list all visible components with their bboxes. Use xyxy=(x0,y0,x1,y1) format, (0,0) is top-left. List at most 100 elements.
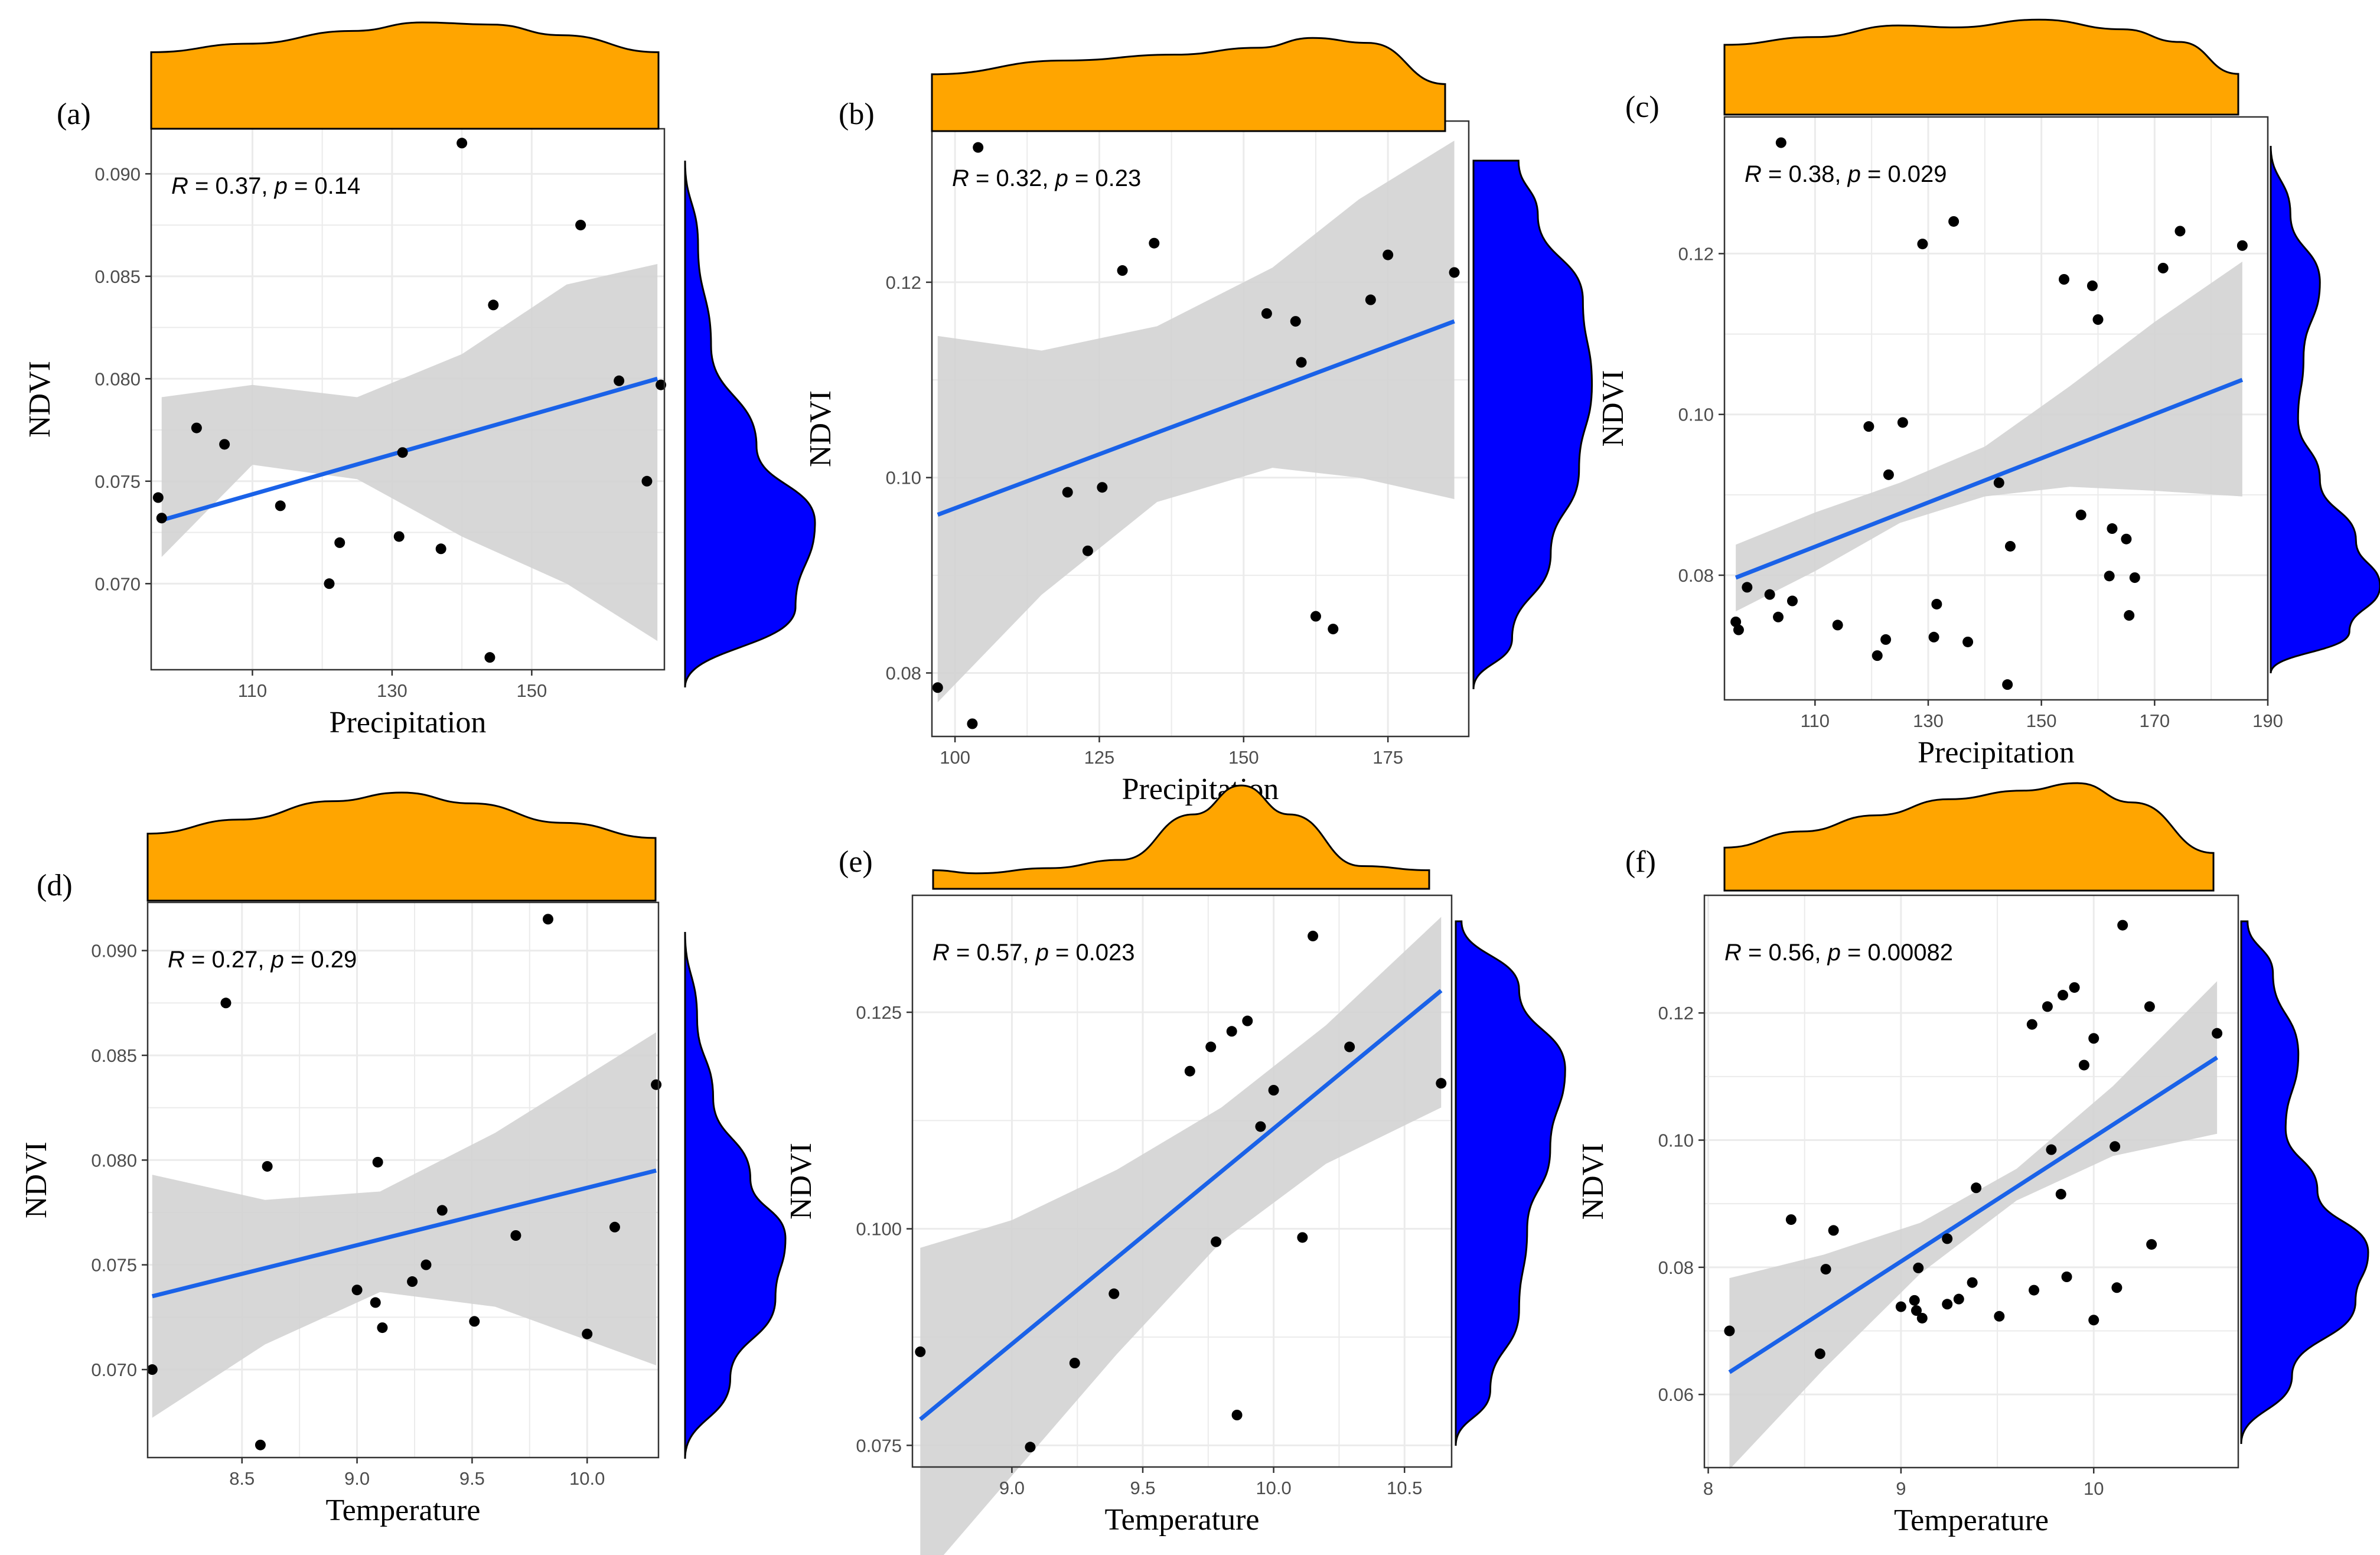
y-axis-title: NDVI xyxy=(19,1142,53,1218)
data-point xyxy=(1785,1214,1797,1225)
y-axis-title: NDVI xyxy=(1576,1143,1610,1220)
stat-r-eq: = xyxy=(1762,161,1789,187)
data-point xyxy=(1942,1233,1953,1244)
x-tick-label: 9.0 xyxy=(999,1478,1025,1498)
confidence-band xyxy=(1729,981,2218,1470)
data-point xyxy=(2174,226,2186,237)
data-point xyxy=(370,1297,381,1308)
x-tick-label: 190 xyxy=(2252,710,2283,731)
data-point xyxy=(1069,1358,1080,1368)
data-point xyxy=(262,1160,273,1172)
data-point xyxy=(2117,920,2128,931)
panel-border xyxy=(1703,894,2239,1469)
panel-label: (a) xyxy=(57,97,91,131)
data-point xyxy=(1773,611,1784,622)
stat-r-value: 0.38 xyxy=(1788,161,1834,187)
chart-panel-2: 100 125 150 1750.080.100.12PrecipitationNDV… xyxy=(804,37,1593,806)
data-point xyxy=(2111,1282,2123,1293)
data-point xyxy=(2212,1028,2223,1039)
confidence-band xyxy=(937,141,1455,703)
data-point xyxy=(609,1221,620,1233)
stat-p-symbol: p xyxy=(1055,165,1068,191)
chart-panel-6: 8 9 10 0.06 0.08 0.10 0.12 Temperature NDVI (f) R … xyxy=(1576,782,2369,1537)
y-tick-label: 0.080 xyxy=(91,1150,137,1171)
top-marginal-density xyxy=(932,784,1430,890)
data-point xyxy=(1205,1041,1217,1052)
data-point xyxy=(1365,294,1376,305)
correlation-stat: R = 0.32, p = 0.23 xyxy=(952,165,1141,191)
data-point xyxy=(2029,1285,2040,1296)
data-point xyxy=(1296,357,1307,368)
x-tick-label: 150 xyxy=(516,680,547,701)
top-marginal-density xyxy=(1723,18,2239,116)
regression-line xyxy=(161,376,658,523)
x-tick-label: 10 xyxy=(2084,1478,2104,1499)
panel-label: (b) xyxy=(839,97,875,131)
stat-p-symbol: p xyxy=(1827,940,1841,966)
data-point xyxy=(2104,571,2115,582)
data-point xyxy=(915,1346,926,1357)
y-tick-label: 0.12 xyxy=(1678,243,1714,264)
stat-p-symbol: p xyxy=(1847,161,1861,187)
data-point xyxy=(510,1230,521,1241)
data-point xyxy=(2107,523,2118,534)
x-tick-label: 150 xyxy=(2026,710,2057,731)
stat-r-eq: = xyxy=(185,947,212,973)
data-point xyxy=(1184,1065,1195,1077)
stat-p-value: 0.29 xyxy=(311,947,357,973)
stat-r-value: 0.32 xyxy=(996,165,1042,191)
stat-r-eq: = xyxy=(188,173,216,199)
y-axis-title: NDVI xyxy=(1596,370,1630,447)
data-point xyxy=(2061,1272,2072,1282)
data-point xyxy=(2042,1001,2053,1012)
data-point xyxy=(324,578,335,589)
stat-p-eq: = xyxy=(1049,940,1076,966)
regression-line xyxy=(937,319,1455,517)
x-tick-label: 10.0 xyxy=(1256,1478,1291,1498)
chart-panel-5: 9.0 9.5 10.0 10.5 0.075 0.100 0.125 Temperature… xyxy=(784,784,1566,1555)
data-point xyxy=(2129,572,2140,583)
data-point xyxy=(351,1285,363,1296)
regression-line xyxy=(919,989,1443,1422)
correlation-stat: R = 0.27, p = 0.29 xyxy=(168,947,357,973)
data-point xyxy=(656,379,667,390)
x-tick-label: 9 xyxy=(1896,1478,1906,1499)
correlation-stat: R = 0.37, p = 0.14 xyxy=(171,173,360,199)
top-marginal-density xyxy=(1723,782,2215,892)
data-point xyxy=(1261,308,1272,319)
right-marginal-density xyxy=(1455,920,1566,1446)
y-tick-label: 0.070 xyxy=(91,1360,137,1380)
data-point xyxy=(651,1079,662,1090)
stat-sep: , xyxy=(1042,165,1055,191)
data-point xyxy=(641,475,653,487)
stat-p-symbol: p xyxy=(1035,940,1049,966)
x-tick-label: 130 xyxy=(1913,710,1944,731)
right-marginal-density xyxy=(1472,159,1593,690)
data-point xyxy=(146,1364,158,1375)
data-point xyxy=(484,652,495,663)
data-point xyxy=(436,1205,448,1216)
x-tick-label: 150 xyxy=(1228,747,1259,768)
data-point xyxy=(407,1276,418,1287)
correlation-stat: R = 0.57, p = 0.023 xyxy=(933,940,1135,966)
y-axis-title: NDVI xyxy=(23,361,57,438)
data-point xyxy=(1971,1182,1982,1194)
y-tick-label: 0.090 xyxy=(91,941,137,961)
data-point xyxy=(1916,1312,1928,1323)
data-point xyxy=(1226,1026,1237,1037)
x-tick-label: 8.5 xyxy=(229,1468,255,1489)
stat-sep: , xyxy=(1834,161,1847,187)
data-point xyxy=(2110,1141,2121,1152)
data-point xyxy=(1255,1121,1266,1132)
data-point xyxy=(1097,482,1108,493)
y-tick-label: 0.08 xyxy=(1678,565,1714,586)
chart-panel-3: 110 130 150 170 190 0.08 0.10 0.12 Precipitation… xyxy=(1596,18,2380,770)
stat-sep: , xyxy=(1022,940,1035,966)
data-point xyxy=(1310,611,1321,622)
y-tick-label: 0.075 xyxy=(856,1435,902,1456)
data-point xyxy=(1897,417,1908,428)
stat-p-value: 0.14 xyxy=(314,173,360,199)
y-tick-label: 0.08 xyxy=(886,663,921,683)
data-point xyxy=(1913,1262,1924,1273)
